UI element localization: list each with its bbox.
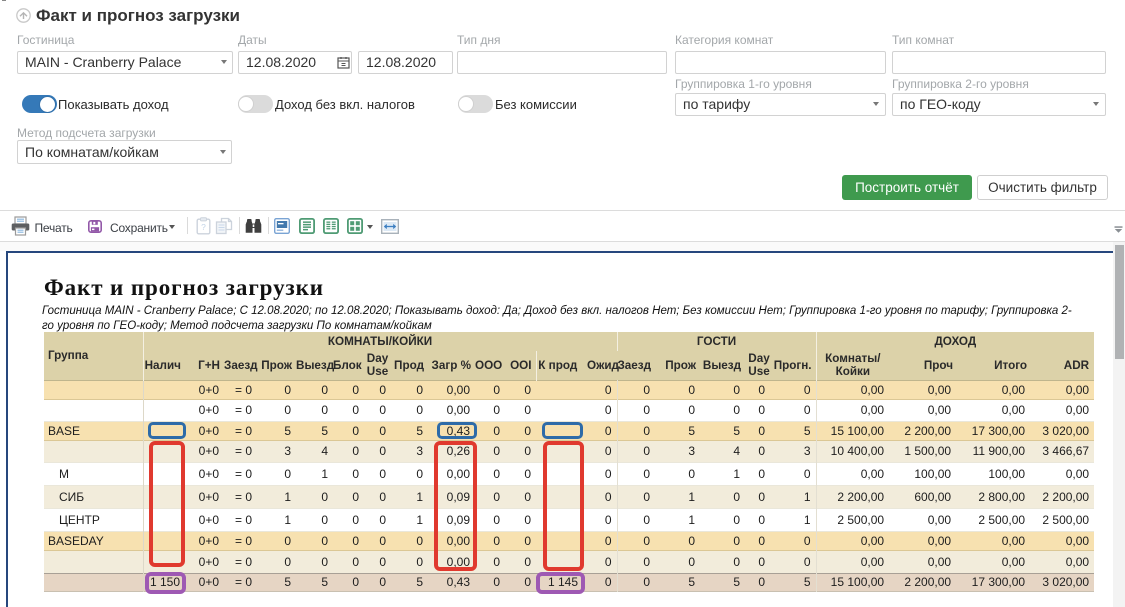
svg-text:?: ? xyxy=(201,222,206,232)
